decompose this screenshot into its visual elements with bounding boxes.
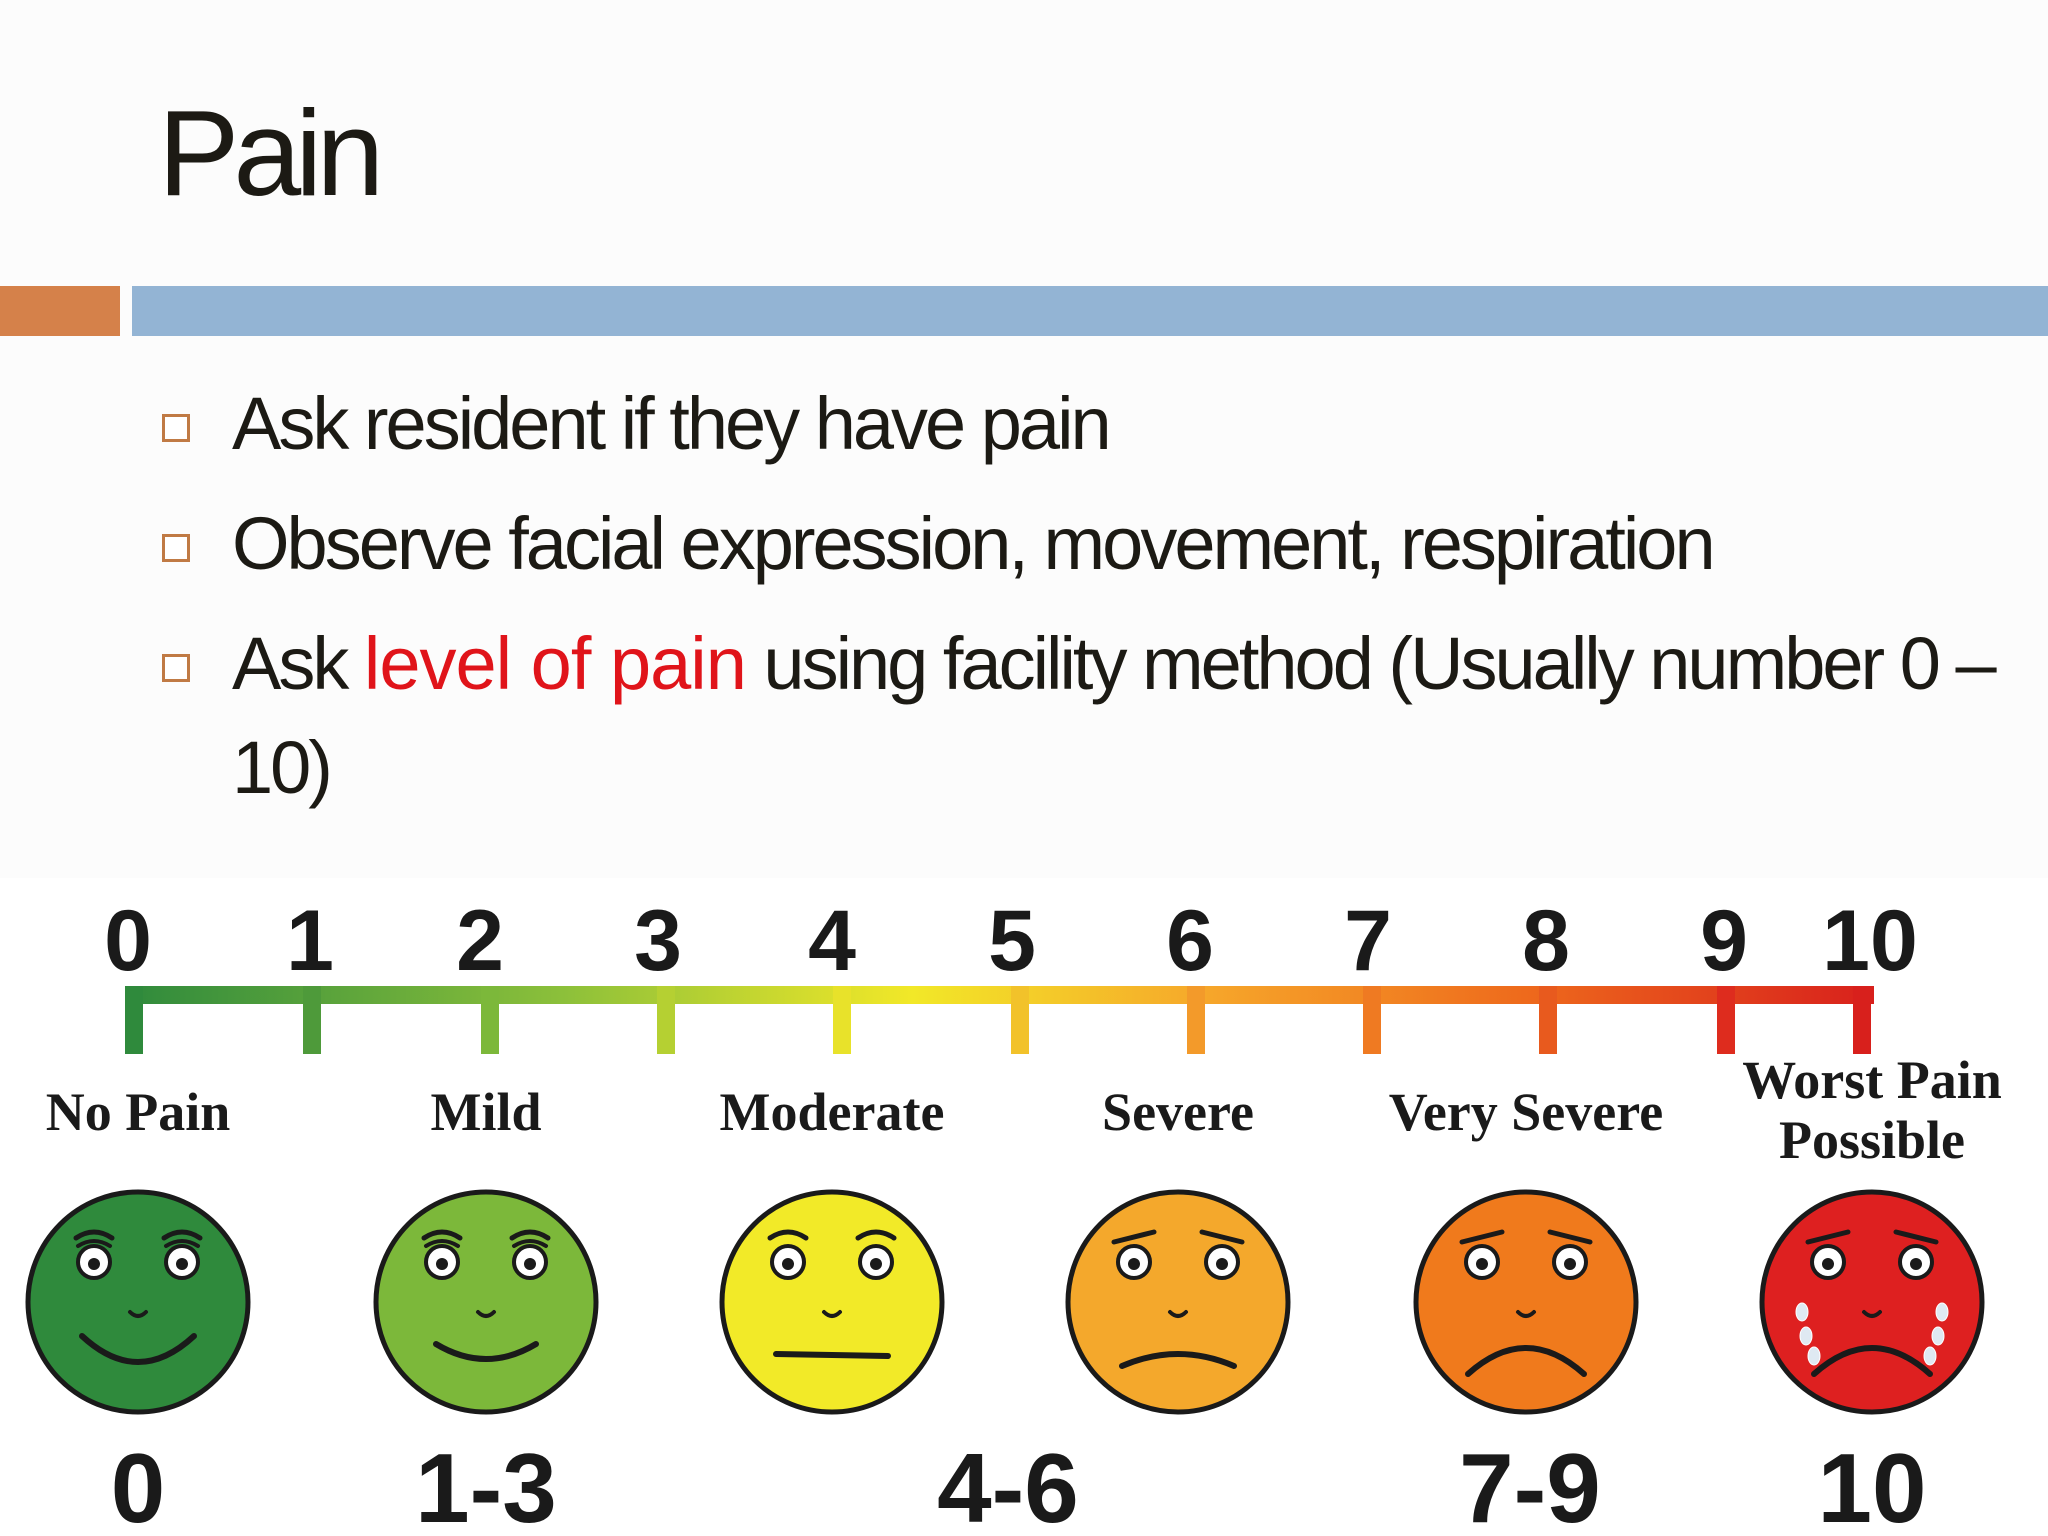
scale-tick <box>1011 986 1029 1054</box>
scale-tick <box>1853 986 1871 1054</box>
bullet-text: Observe facial expression, movement, res… <box>232 502 1716 585</box>
category-label: Very Severe <box>1389 1082 1663 1142</box>
scale-number: 9 <box>1700 893 1748 989</box>
scale-number: 5 <box>988 893 1036 989</box>
scale-tick <box>481 986 499 1054</box>
face-icon <box>373 1189 599 1415</box>
scale-tick <box>1717 986 1735 1054</box>
scale-tick <box>303 986 321 1054</box>
scale-number: 3 <box>634 893 682 989</box>
face-icon <box>1413 1189 1639 1415</box>
category-label: Severe <box>1102 1082 1254 1142</box>
bullet-text: Ask <box>232 622 364 705</box>
scale-tick <box>1363 986 1381 1054</box>
pain-scale-image: 0 1 2 3 4 5 6 7 8 9 10 No Pain Mild Moderate Severe Ve… <box>0 878 2048 1536</box>
bullet-item: Ask level of pain using facility method … <box>160 612 2020 820</box>
scale-tick <box>657 986 675 1054</box>
category-label: No Pain <box>46 1082 231 1142</box>
bullet-list: Ask resident if they have pain Observe fa… <box>160 372 2020 836</box>
face-icon <box>719 1189 945 1415</box>
scale-tick <box>1539 986 1557 1054</box>
scale-number: 4 <box>808 893 856 989</box>
bullet-square-icon <box>162 534 190 562</box>
face-icon <box>1065 1189 1291 1415</box>
scale-tick <box>1187 986 1205 1054</box>
pain-scale-graphic: 0 1 2 3 4 5 6 7 8 9 10 No Pain Mild Moderate Severe Ve… <box>25 893 2002 1536</box>
highlighted-text: level of pain <box>363 622 747 705</box>
range-label: 4-6 <box>937 1433 1079 1536</box>
range-label: 1-3 <box>415 1433 557 1536</box>
scale-number: 10 <box>1822 893 1918 989</box>
range-label: 0 <box>111 1433 166 1536</box>
bullet-item: Ask resident if they have pain <box>160 372 2020 476</box>
scale-number: 7 <box>1344 893 1392 989</box>
bullet-square-icon <box>162 414 190 442</box>
category-label: Worst Pain <box>1742 1050 2002 1110</box>
scale-number: 0 <box>104 893 152 989</box>
bullet-square-icon <box>162 654 190 682</box>
category-label: Moderate <box>720 1082 945 1142</box>
scale-number: 6 <box>1166 893 1214 989</box>
scale-bar <box>126 986 1874 1004</box>
scale-tick <box>125 986 143 1054</box>
face-icon <box>25 1189 251 1415</box>
title-accent-orange <box>0 286 120 336</box>
scale-number: 2 <box>456 893 504 989</box>
bullet-item: Observe facial expression, movement, res… <box>160 492 2020 596</box>
title-accent-blue <box>132 286 2048 336</box>
face-icon <box>1759 1189 1985 1415</box>
scale-tick <box>833 986 851 1054</box>
category-label: Mild <box>430 1082 541 1142</box>
bullet-text: Ask resident if they have pain <box>232 382 1112 465</box>
category-label: Possible <box>1779 1110 1965 1170</box>
bullet-text: using facility method (Usually number 0 … <box>232 622 1997 809</box>
range-label: 7-9 <box>1459 1433 1601 1536</box>
range-label: 10 <box>1817 1433 1926 1536</box>
scale-number: 8 <box>1522 893 1570 989</box>
scale-number: 1 <box>286 893 334 989</box>
slide-title: Pain <box>158 85 384 221</box>
